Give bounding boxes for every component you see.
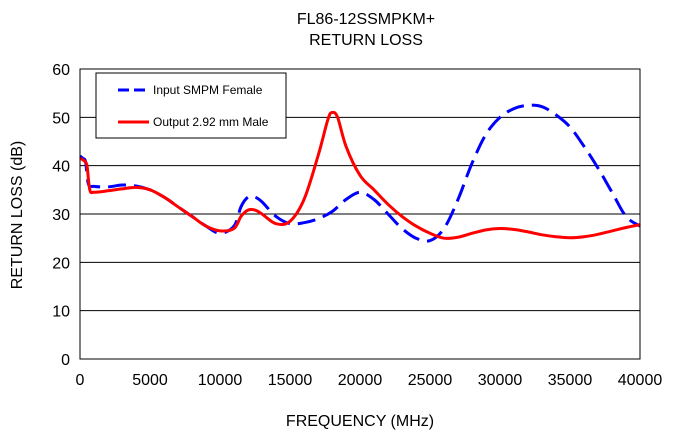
x-tick-label: 0 xyxy=(76,372,85,389)
title-line-2: RETURN LOSS xyxy=(309,32,423,49)
y-tick-label: 50 xyxy=(52,110,70,127)
y-axis-label: RETURN LOSS (dB) xyxy=(9,141,26,289)
x-tick-label: 5000 xyxy=(132,372,168,389)
x-tick-label: 25000 xyxy=(408,372,453,389)
legend: Input SMPM Female Output 2.92 mm Male xyxy=(95,72,287,139)
y-tick-label: 60 xyxy=(52,62,70,79)
x-axis-ticks: 0 5000 10000 15000 20000 25000 30000 35000 40000 xyxy=(76,372,663,389)
y-tick-label: 40 xyxy=(52,159,70,176)
x-tick-label: 10000 xyxy=(198,372,243,389)
x-tick-label: 35000 xyxy=(548,372,593,389)
x-tick-label: 30000 xyxy=(478,372,523,389)
y-tick-label: 30 xyxy=(52,207,70,224)
plot-lines xyxy=(79,103,641,243)
y-tick-label: 20 xyxy=(52,255,70,272)
x-tick-label: 40000 xyxy=(618,372,663,389)
x-tick-label: 20000 xyxy=(338,372,383,389)
y-tick-label: 0 xyxy=(61,352,70,369)
series-line-output xyxy=(79,110,641,240)
legend-label-output: Output 2.92 mm Male xyxy=(153,115,269,129)
chart-title: FL86-12SSMPKM+ RETURN LOSS xyxy=(297,11,435,49)
title-line-1: FL86-12SSMPKM+ xyxy=(297,11,435,28)
grid xyxy=(80,116,640,312)
x-axis-label: FREQUENCY (MHz) xyxy=(286,413,434,430)
y-axis-ticks: 0 10 20 30 40 50 60 xyxy=(52,62,70,369)
legend-box xyxy=(95,72,287,139)
plot-frame xyxy=(79,68,641,360)
x-tick-label: 15000 xyxy=(268,372,313,389)
y-tick-label: 10 xyxy=(52,304,70,321)
legend-label-input: Input SMPM Female xyxy=(153,83,263,97)
